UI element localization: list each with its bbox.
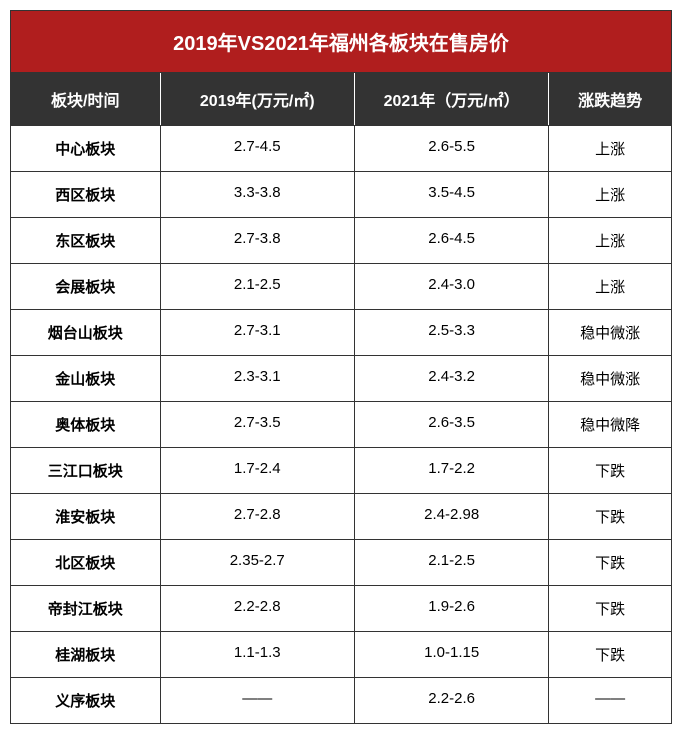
table-row: 奥体板块2.7-3.52.6-3.5稳中微降	[11, 401, 671, 447]
table-cell: 1.7-2.4	[161, 448, 355, 493]
table-row: 桂湖板块1.1-1.31.0-1.15下跌	[11, 631, 671, 677]
table-cell: 2.7-3.1	[161, 310, 355, 355]
table-cell: 帝封江板块	[11, 586, 161, 631]
table-cell: 稳中微降	[549, 402, 671, 447]
table-cell: 2.3-3.1	[161, 356, 355, 401]
table-cell: 上涨	[549, 218, 671, 263]
table-cell: 金山板块	[11, 356, 161, 401]
table-cell: 上涨	[549, 126, 671, 171]
table-cell: 2.1-2.5	[161, 264, 355, 309]
table-cell: 奥体板块	[11, 402, 161, 447]
table-cell: 淮安板块	[11, 494, 161, 539]
header-cell-2019: 2019年(万元/㎡)	[161, 73, 355, 125]
table-row: 北区板块2.35-2.72.1-2.5下跌	[11, 539, 671, 585]
table-cell: 1.7-2.2	[355, 448, 549, 493]
table-row: 西区板块3.3-3.83.5-4.5上涨	[11, 171, 671, 217]
table-cell: 北区板块	[11, 540, 161, 585]
table-header-row: 板块/时间 2019年(万元/㎡) 2021年（万元/㎡） 涨跌趋势	[11, 73, 671, 125]
table-cell: 桂湖板块	[11, 632, 161, 677]
table-row: 金山板块2.3-3.12.4-3.2稳中微涨	[11, 355, 671, 401]
table-cell: ——	[549, 678, 671, 723]
table-cell: 下跌	[549, 540, 671, 585]
table-cell: 2.4-3.0	[355, 264, 549, 309]
table-cell: 2.1-2.5	[355, 540, 549, 585]
table-cell: 下跌	[549, 494, 671, 539]
table-cell: 2.35-2.7	[161, 540, 355, 585]
table-cell: 2.7-3.8	[161, 218, 355, 263]
table-cell: 2.7-3.5	[161, 402, 355, 447]
table-row: 义序板块——2.2-2.6——	[11, 677, 671, 723]
table-cell: 东区板块	[11, 218, 161, 263]
table-cell: 2.7-2.8	[161, 494, 355, 539]
table-cell: 1.9-2.6	[355, 586, 549, 631]
table-cell: 2.6-4.5	[355, 218, 549, 263]
table-cell: 中心板块	[11, 126, 161, 171]
table-row: 帝封江板块2.2-2.81.9-2.6下跌	[11, 585, 671, 631]
table-cell: 上涨	[549, 264, 671, 309]
table-cell: 义序板块	[11, 678, 161, 723]
table-cell: 2.4-3.2	[355, 356, 549, 401]
table-cell: ——	[161, 678, 355, 723]
table-cell: 下跌	[549, 448, 671, 493]
table-cell: 2.6-5.5	[355, 126, 549, 171]
table-cell: 1.1-1.3	[161, 632, 355, 677]
table-cell: 上涨	[549, 172, 671, 217]
table-cell: 2.6-3.5	[355, 402, 549, 447]
table-row: 三江口板块1.7-2.41.7-2.2下跌	[11, 447, 671, 493]
table-cell: 烟台山板块	[11, 310, 161, 355]
table-cell: 2.7-4.5	[161, 126, 355, 171]
table-row: 中心板块2.7-4.52.6-5.5上涨	[11, 125, 671, 171]
table-cell: 2.5-3.3	[355, 310, 549, 355]
table-body: 中心板块2.7-4.52.6-5.5上涨西区板块3.3-3.83.5-4.5上涨…	[11, 125, 671, 723]
table-cell: 2.2-2.8	[161, 586, 355, 631]
table-row: 烟台山板块2.7-3.12.5-3.3稳中微涨	[11, 309, 671, 355]
header-cell-area: 板块/时间	[11, 73, 161, 125]
table-cell: 2.4-2.98	[355, 494, 549, 539]
header-cell-trend: 涨跌趋势	[549, 73, 671, 125]
table-cell: 三江口板块	[11, 448, 161, 493]
table-cell: 西区板块	[11, 172, 161, 217]
table-cell: 稳中微涨	[549, 310, 671, 355]
table-title: 2019年VS2021年福州各板块在售房价	[11, 11, 671, 73]
price-table: 2019年VS2021年福州各板块在售房价 板块/时间 2019年(万元/㎡) …	[10, 10, 672, 724]
table-cell: 1.0-1.15	[355, 632, 549, 677]
table-row: 淮安板块2.7-2.82.4-2.98下跌	[11, 493, 671, 539]
table-row: 会展板块2.1-2.52.4-3.0上涨	[11, 263, 671, 309]
table-cell: 3.3-3.8	[161, 172, 355, 217]
table-cell: 稳中微涨	[549, 356, 671, 401]
header-cell-2021: 2021年（万元/㎡）	[355, 73, 549, 125]
table-cell: 下跌	[549, 632, 671, 677]
table-cell: 下跌	[549, 586, 671, 631]
table-cell: 会展板块	[11, 264, 161, 309]
table-cell: 2.2-2.6	[355, 678, 549, 723]
table-cell: 3.5-4.5	[355, 172, 549, 217]
table-row: 东区板块2.7-3.82.6-4.5上涨	[11, 217, 671, 263]
